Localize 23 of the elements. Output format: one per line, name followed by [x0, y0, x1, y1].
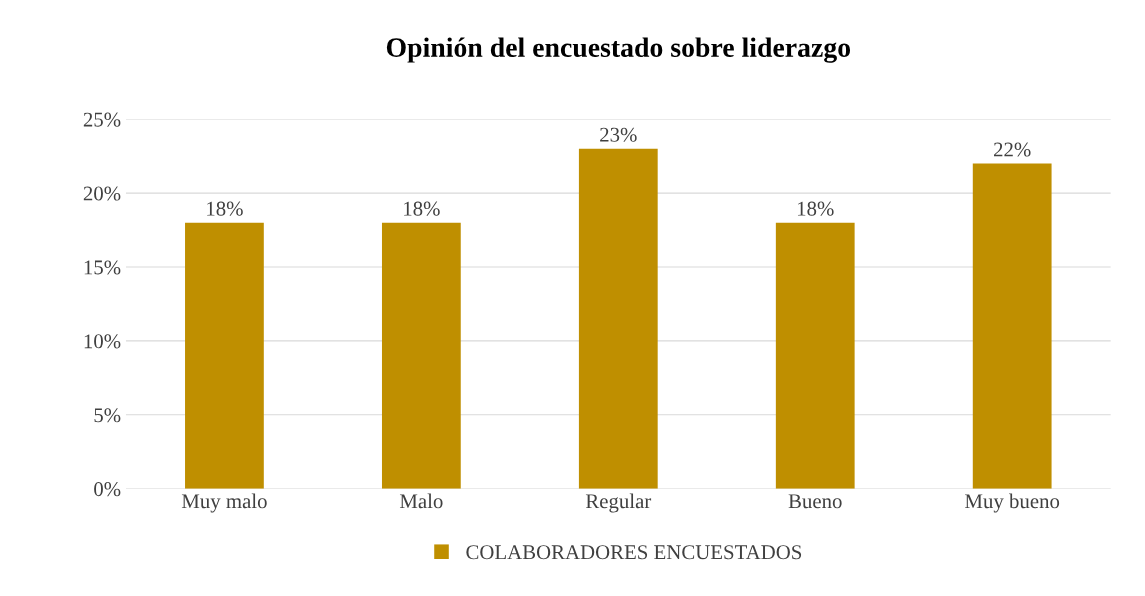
x-tick-label: Bueno: [788, 494, 842, 509]
y-tick-label: 15%: [84, 260, 121, 275]
y-tick-label: 10%: [84, 334, 121, 349]
bar: [775, 222, 855, 489]
x-tick-label: Muy bueno: [965, 493, 1060, 513]
bar: [381, 222, 461, 489]
legend-label: COLABORADORES ENCUESTADOS: [466, 545, 802, 560]
y-tick-label: 5%: [94, 408, 121, 423]
data-label: 18%: [404, 201, 440, 216]
data-label: 22%: [994, 142, 1031, 157]
bar: [185, 222, 264, 489]
x-tick-label: Regular: [585, 493, 652, 513]
x-tick-label: Malo: [399, 493, 443, 509]
chart-title: Opinión del encuestado sobre liderazgo: [386, 37, 851, 63]
y-tick-label: 25%: [83, 112, 121, 127]
bar: [578, 148, 658, 489]
data-label: 18%: [207, 201, 243, 216]
data-label: 23%: [600, 127, 637, 142]
bar: [972, 163, 1052, 489]
y-tick-label: 0%: [94, 482, 121, 497]
y-tick-label: 20%: [83, 186, 121, 201]
x-tick-label: Muy malo: [181, 493, 267, 513]
data-label: 18%: [797, 201, 834, 216]
